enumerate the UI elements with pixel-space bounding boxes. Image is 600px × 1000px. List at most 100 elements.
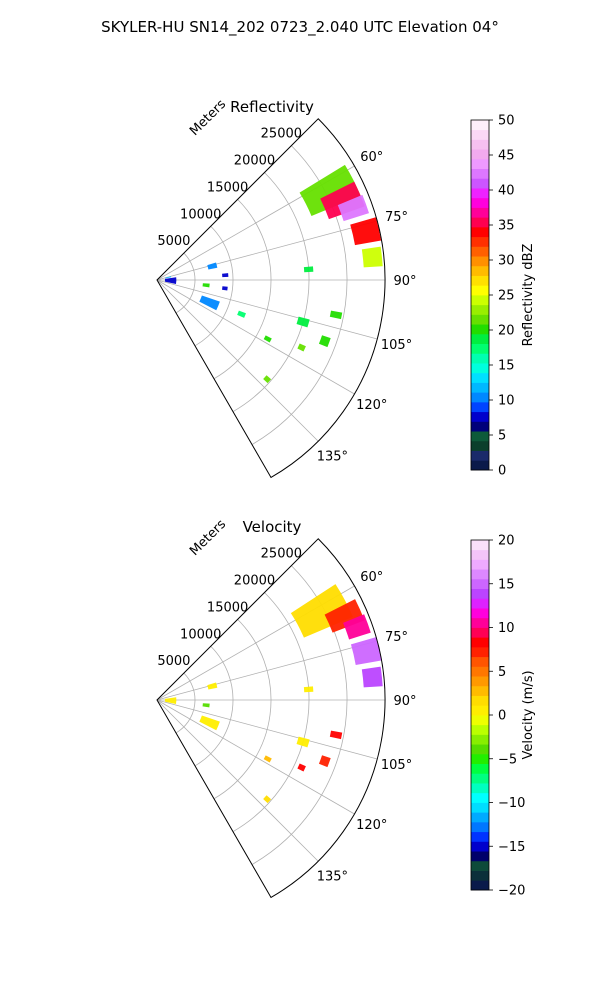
colorbar-segment	[471, 207, 489, 218]
colorbar-segment	[471, 139, 489, 150]
angle-gridline	[156, 699, 355, 815]
panel-title: Reflectivity	[230, 98, 314, 116]
radial-tick-label: 20000	[234, 574, 275, 589]
radial-tick-label: 10000	[180, 207, 221, 222]
colorbar-segment	[471, 695, 489, 706]
colorbar-segment	[471, 608, 489, 619]
colorbar-segment	[471, 217, 489, 228]
echo-cell	[350, 217, 382, 246]
colorbar-segment	[471, 411, 489, 422]
echo-cell	[290, 584, 353, 638]
colorbar-segment	[471, 158, 489, 170]
radial-tick-label: 15000	[207, 180, 248, 195]
colorbar-segment	[471, 343, 489, 354]
colorbar-segment	[471, 617, 489, 628]
echo-cell	[297, 763, 306, 772]
colorbar-segment	[471, 734, 489, 745]
angle-tick-label: 120°	[356, 818, 387, 833]
colorbar-segment	[471, 598, 489, 609]
echo-cell	[263, 795, 272, 804]
echo-cell	[361, 246, 383, 268]
angle-tick-label: 135°	[317, 449, 348, 464]
echo-cell	[297, 343, 306, 352]
colorbar-segment	[471, 421, 489, 432]
colorbar-segment	[471, 578, 489, 590]
radial-tick-label: 5000	[157, 234, 190, 249]
colorbar-segment	[471, 753, 489, 765]
colorbar-segment	[471, 120, 489, 131]
colorbar-segment	[471, 256, 489, 267]
colorbar-segment	[471, 382, 489, 393]
colorbar-tick-label: 15	[498, 577, 515, 592]
colorbar-segment	[471, 363, 489, 374]
echo-cell	[303, 686, 314, 693]
echo-cell	[199, 715, 220, 731]
radial-axis-label: Meters	[187, 97, 229, 139]
figure-title: SKYLER-HU SN14_202 0723_2.040 UTC Elevat…	[101, 18, 499, 37]
colorbar-segment	[471, 431, 489, 442]
colorbar-segment	[471, 226, 489, 238]
radial-gridline	[175, 252, 196, 314]
angle-tick-label: 60°	[360, 150, 383, 165]
echo-cell	[222, 273, 229, 278]
colorbar-segment	[471, 831, 489, 842]
colorbar-segment	[471, 197, 489, 208]
echo-cell	[165, 276, 172, 279]
echo-cell	[207, 682, 218, 690]
colorbar-segment	[471, 149, 489, 160]
colorbar-tick-label: 35	[498, 219, 515, 234]
sector-frame	[156, 118, 386, 479]
colorbar-segment	[471, 763, 489, 774]
colorbar-segment	[471, 880, 489, 891]
angle-gridline	[156, 699, 319, 862]
angle-tick-label: 105°	[381, 758, 412, 773]
colorbar-tick-label: 15	[498, 359, 515, 374]
colorbar-tick-label: −10	[498, 796, 525, 811]
radial-tick-label: 15000	[207, 600, 248, 615]
angle-tick-label: 120°	[356, 398, 387, 413]
angle-tick-label: 90°	[393, 274, 416, 289]
colorbar-segment	[471, 705, 489, 716]
angle-gridline	[156, 220, 378, 281]
colorbar-segment	[471, 304, 489, 315]
colorbar-segment	[471, 792, 489, 803]
echo-cell	[164, 277, 177, 285]
angle-tick-label: 75°	[385, 630, 408, 645]
echo-cell	[350, 637, 382, 665]
colorbar-segment	[471, 685, 489, 696]
panel-reflectivity: Reflectivity 5000 10000 15000 20000 25000 Mete…	[156, 97, 536, 479]
colorbar-segment	[471, 353, 489, 364]
echo-cell	[263, 375, 272, 384]
colorbar-tick-label: −20	[498, 884, 525, 899]
echo-cell	[329, 310, 343, 320]
colorbar-label: Velocity (m/s)	[521, 670, 536, 759]
colorbar-segment	[471, 724, 489, 735]
colorbar-segment	[471, 188, 489, 199]
colorbar-tick-label: 30	[498, 254, 515, 269]
colorbar-segment	[471, 666, 489, 677]
echo-cell	[199, 295, 220, 311]
angle-gridline	[156, 279, 378, 340]
colorbar-segment	[471, 295, 489, 306]
echo-cell	[202, 703, 210, 708]
radial-tick-label: 25000	[261, 127, 302, 142]
colorbar-segment	[471, 569, 489, 580]
echo-cell	[324, 599, 365, 633]
colorbar-segment	[471, 324, 489, 335]
colorbar-label: Reflectivity dBZ	[521, 244, 536, 347]
colorbar-tick-label: 10	[498, 621, 515, 636]
angle-gridline	[156, 279, 355, 395]
colorbar-segment	[471, 460, 489, 471]
echo-cell	[303, 266, 314, 273]
angle-gridline	[156, 279, 319, 442]
colorbar-tick-label: 50	[498, 114, 515, 129]
colorbar-segment	[471, 773, 489, 784]
colorbar-segment	[471, 265, 489, 276]
colorbar-segment	[471, 851, 489, 862]
radial-gridline	[213, 199, 272, 380]
angle-gridline	[156, 640, 378, 701]
radial-tick-label: 5000	[157, 654, 190, 669]
radial-gridline	[194, 645, 234, 767]
colorbar-tick-label: 20	[498, 534, 515, 549]
radial-gridline	[213, 619, 272, 800]
